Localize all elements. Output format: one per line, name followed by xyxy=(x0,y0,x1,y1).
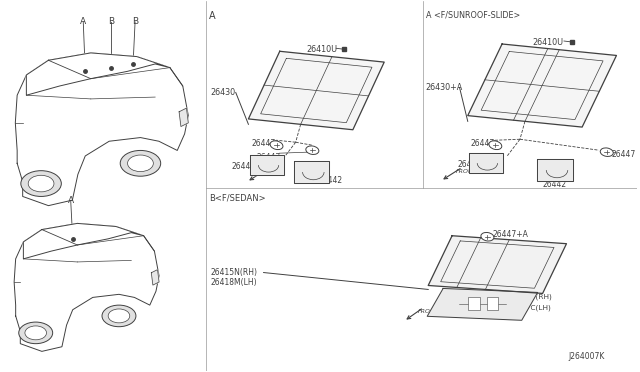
Polygon shape xyxy=(151,270,159,285)
Ellipse shape xyxy=(481,232,494,241)
Text: 26447: 26447 xyxy=(470,139,495,148)
Polygon shape xyxy=(179,108,188,126)
Ellipse shape xyxy=(102,305,136,327)
Text: A: A xyxy=(209,11,216,21)
Bar xyxy=(468,297,479,310)
Ellipse shape xyxy=(120,150,161,176)
Polygon shape xyxy=(14,224,159,352)
Polygon shape xyxy=(294,161,330,183)
Text: B: B xyxy=(108,17,114,26)
Text: B<F/SEDAN>: B<F/SEDAN> xyxy=(209,194,266,203)
Text: 26430+A: 26430+A xyxy=(426,83,463,92)
Text: 26442+A: 26442+A xyxy=(232,161,268,171)
Text: J264007K: J264007K xyxy=(569,352,605,361)
Text: B: B xyxy=(132,17,138,26)
Text: 26415N(RH): 26415N(RH) xyxy=(211,267,258,276)
Ellipse shape xyxy=(108,309,130,323)
Text: 26447: 26447 xyxy=(257,153,281,162)
Ellipse shape xyxy=(19,322,52,344)
Polygon shape xyxy=(250,155,284,175)
Text: A: A xyxy=(68,196,74,205)
Polygon shape xyxy=(15,53,188,206)
Text: FRONT: FRONT xyxy=(456,169,477,174)
Text: 26442: 26442 xyxy=(318,176,342,185)
Text: 26447+A: 26447+A xyxy=(492,230,528,239)
Ellipse shape xyxy=(489,141,502,150)
Text: 26442+C(LH): 26442+C(LH) xyxy=(501,304,551,311)
Polygon shape xyxy=(428,288,538,320)
Text: FRONT: FRONT xyxy=(418,309,439,314)
Polygon shape xyxy=(26,53,170,95)
Polygon shape xyxy=(468,153,502,173)
Polygon shape xyxy=(24,224,143,259)
Ellipse shape xyxy=(270,141,283,150)
Ellipse shape xyxy=(21,171,61,196)
Polygon shape xyxy=(428,236,566,294)
Text: 26442+B(RH): 26442+B(RH) xyxy=(501,293,552,300)
Text: 26418M(LH): 26418M(LH) xyxy=(211,278,257,286)
Text: 26442+A: 26442+A xyxy=(458,160,493,169)
Ellipse shape xyxy=(28,175,54,192)
Ellipse shape xyxy=(600,148,613,157)
Polygon shape xyxy=(468,44,616,127)
Polygon shape xyxy=(538,159,573,181)
Text: 26410U: 26410U xyxy=(532,38,563,47)
Ellipse shape xyxy=(25,326,47,340)
Text: FRONT: FRONT xyxy=(262,170,283,174)
Text: 26442: 26442 xyxy=(542,180,566,189)
Text: 26430: 26430 xyxy=(211,88,236,97)
Text: A: A xyxy=(80,17,86,26)
Bar xyxy=(487,297,499,310)
Ellipse shape xyxy=(306,146,319,154)
Text: 26447: 26447 xyxy=(612,150,636,159)
Text: 26447: 26447 xyxy=(252,139,276,148)
Ellipse shape xyxy=(127,155,154,171)
Text: A <F/SUNROOF-SLIDE>: A <F/SUNROOF-SLIDE> xyxy=(426,11,520,20)
Polygon shape xyxy=(248,51,384,130)
Text: 26410U: 26410U xyxy=(307,45,337,54)
